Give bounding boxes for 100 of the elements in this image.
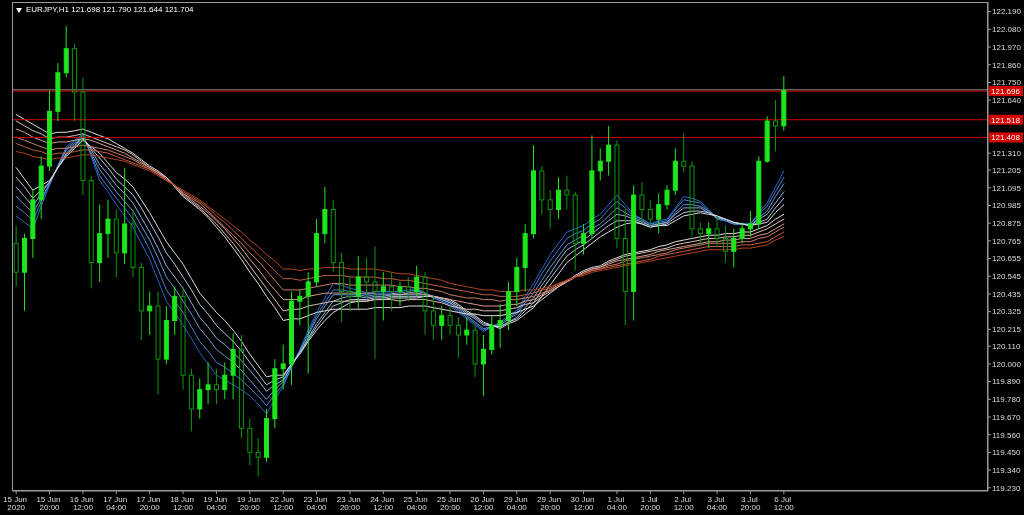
candlestick bbox=[355, 255, 361, 310]
candlestick bbox=[397, 281, 403, 307]
candlestick bbox=[213, 368, 219, 405]
candlestick bbox=[656, 192, 662, 235]
candlestick bbox=[247, 418, 253, 466]
candlestick bbox=[739, 221, 745, 244]
x-tick-label: 25 Jun 20:00 bbox=[436, 494, 464, 513]
candlestick bbox=[105, 199, 111, 259]
x-tick-label: 16 Jun 12:00 bbox=[69, 494, 97, 513]
candlestick bbox=[622, 209, 628, 326]
ref-line-label: 121.518 bbox=[991, 115, 1021, 125]
y-tick-label: 120.110 bbox=[992, 342, 1021, 352]
candlestick bbox=[606, 125, 612, 177]
candlestick bbox=[547, 189, 553, 230]
candlestick bbox=[697, 221, 703, 246]
y-tick-label: 122.190 bbox=[992, 7, 1022, 17]
x-tick-label: 24 Jun 12:00 bbox=[370, 494, 397, 513]
y-tick-label: 119.340 bbox=[992, 465, 1021, 475]
candlestick bbox=[13, 225, 19, 288]
candlestick bbox=[38, 155, 44, 220]
candlestick bbox=[722, 225, 728, 264]
candlestick bbox=[772, 99, 778, 153]
candlestick bbox=[339, 252, 345, 323]
candlestick bbox=[430, 295, 436, 341]
candlestick bbox=[639, 181, 645, 223]
candlestick bbox=[505, 281, 511, 331]
y-tick-label: 119.450 bbox=[992, 448, 1021, 458]
x-tick-label: 6 Jul 12:00 bbox=[773, 494, 795, 513]
candlestick bbox=[597, 147, 603, 182]
candlestick bbox=[364, 257, 370, 297]
candlestick bbox=[581, 223, 587, 256]
x-tick-label: 1 Jul 04:00 bbox=[606, 494, 628, 513]
candlestick bbox=[180, 286, 186, 391]
y-tick-label: 120.985 bbox=[992, 201, 1022, 211]
y-tick-label: 120.765 bbox=[992, 236, 1022, 246]
y-tick-label: 121.205 bbox=[992, 165, 1022, 175]
candlestick bbox=[280, 344, 286, 391]
x-tick-label: 18 Jun 12:00 bbox=[169, 494, 197, 513]
candlestick bbox=[147, 291, 153, 336]
candlestick bbox=[480, 334, 486, 397]
candlestick bbox=[172, 286, 178, 336]
chart-title: EURJPY,H1 121.698 121.790 121.644 121.704 bbox=[26, 5, 194, 15]
candlestick bbox=[497, 303, 503, 349]
candlestick bbox=[222, 361, 228, 400]
candlestick bbox=[439, 305, 445, 341]
candlestick bbox=[464, 316, 470, 346]
candlestick bbox=[631, 184, 637, 321]
y-tick-label: 120.655 bbox=[992, 254, 1022, 264]
candlestick bbox=[372, 246, 378, 360]
candlestick bbox=[155, 291, 161, 395]
candlestick bbox=[681, 133, 687, 174]
y-tick-label: 121.095 bbox=[992, 183, 1022, 193]
candlestick bbox=[706, 221, 712, 249]
candlestick bbox=[30, 189, 36, 259]
x-tick-label: 29 Jun 20:00 bbox=[537, 494, 564, 513]
ref-line-label: 121.408 bbox=[991, 133, 1021, 143]
candlestick bbox=[514, 257, 520, 307]
candlestick bbox=[522, 223, 528, 293]
y-tick-label: 121.750 bbox=[992, 78, 1022, 88]
y-tick-label: 121.640 bbox=[992, 95, 1022, 105]
x-tick-label: 3 Jul 20:00 bbox=[740, 494, 762, 513]
candlestick bbox=[289, 291, 295, 386]
candlestick bbox=[764, 115, 770, 164]
candlestick bbox=[689, 160, 695, 238]
y-tick-label: 122.080 bbox=[992, 25, 1022, 35]
y-tick-label: 121.860 bbox=[992, 60, 1022, 70]
candlestick bbox=[330, 199, 336, 273]
candlestick bbox=[80, 77, 86, 196]
candlestick bbox=[297, 289, 303, 326]
x-tick-label: 23 Jun 04:00 bbox=[303, 494, 330, 513]
candlestick bbox=[63, 25, 69, 79]
candlestick bbox=[455, 316, 461, 358]
candlestick bbox=[347, 274, 353, 312]
x-tick-label: 2 Jul 12:00 bbox=[673, 494, 695, 513]
x-tick-label: 3 Jul 04:00 bbox=[707, 494, 728, 513]
candlestick bbox=[55, 62, 61, 122]
x-tick-label: 29 Jun 04:00 bbox=[503, 494, 530, 513]
candlestick bbox=[255, 437, 261, 478]
x-tick-label: 23 Jun 20:00 bbox=[336, 494, 364, 513]
x-tick-label: 15 Jun 20:00 bbox=[36, 494, 63, 513]
candlestick bbox=[747, 210, 753, 238]
candlestick bbox=[556, 176, 562, 220]
x-tick-label: 15 Jun 2020 bbox=[3, 494, 30, 513]
y-tick-label: 119.230 bbox=[992, 483, 1021, 493]
y-tick-label: 121.970 bbox=[992, 42, 1022, 52]
candlestick bbox=[405, 276, 411, 302]
x-tick-label: 25 Jun 04:00 bbox=[403, 494, 430, 513]
x-tick-label: 1 Jul 20:00 bbox=[640, 494, 661, 513]
candlestick bbox=[472, 324, 478, 378]
x-tick-label: 26 Jun 12:00 bbox=[470, 494, 497, 513]
candlestick bbox=[122, 167, 128, 265]
candlestick bbox=[205, 361, 211, 405]
candlestick bbox=[97, 204, 103, 283]
x-tick-label: 22 Jun 12:00 bbox=[270, 494, 297, 513]
y-tick-label: 119.890 bbox=[992, 377, 1021, 387]
candlestick bbox=[647, 199, 653, 230]
x-tick-label: 19 Jun 04:00 bbox=[203, 494, 230, 513]
y-tick-label: 120.435 bbox=[992, 289, 1022, 299]
y-tick-label: 119.670 bbox=[992, 412, 1021, 422]
y-tick-label: 119.780 bbox=[992, 395, 1021, 405]
